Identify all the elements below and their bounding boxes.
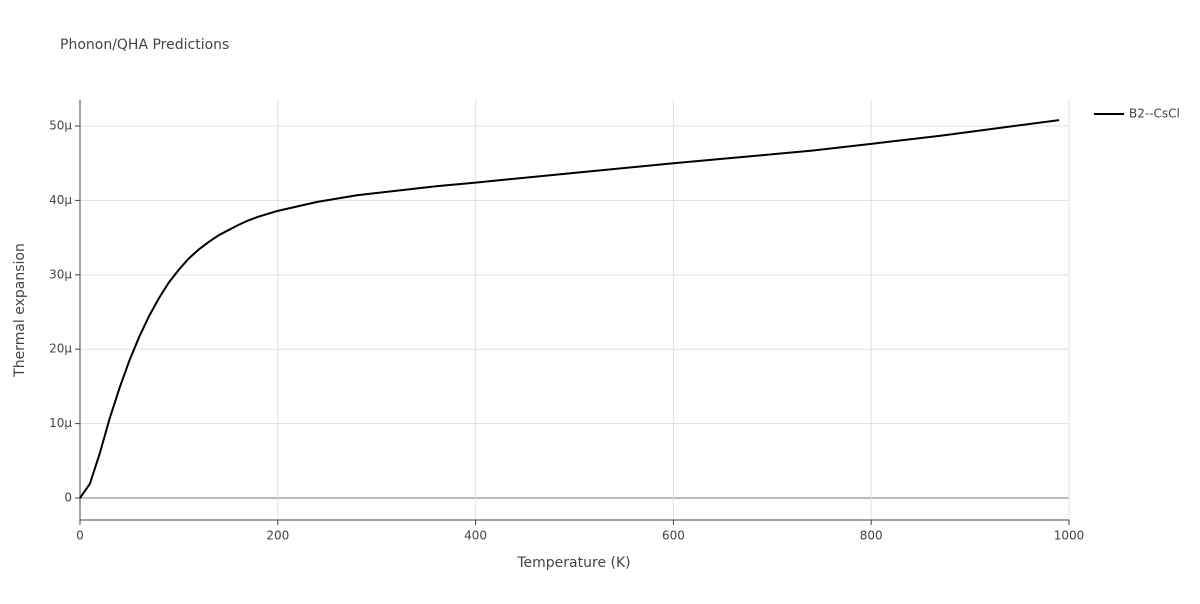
- chart-title: Phonon/QHA Predictions: [60, 37, 229, 53]
- y-axis-title: Thermal expansion: [12, 243, 28, 378]
- legend-label: B2--CsCl: [1129, 107, 1180, 121]
- x-tick-label: 600: [662, 529, 685, 543]
- x-axis-title: Temperature (K): [516, 555, 630, 571]
- x-tick-label: 400: [464, 529, 487, 543]
- y-tick-label: 10μ: [49, 416, 72, 430]
- y-tick-label: 40μ: [49, 193, 72, 207]
- y-tick-label: 30μ: [49, 267, 72, 281]
- x-tick-label: 1000: [1054, 529, 1085, 543]
- x-tick-label: 0: [76, 529, 84, 543]
- x-tick-label: 200: [266, 529, 289, 543]
- y-tick-label: 0: [64, 490, 72, 504]
- y-tick-label: 50μ: [49, 119, 72, 133]
- data-line: [79, 119, 1060, 499]
- y-tick-label: 20μ: [49, 342, 72, 356]
- x-tick-label: 800: [860, 529, 883, 543]
